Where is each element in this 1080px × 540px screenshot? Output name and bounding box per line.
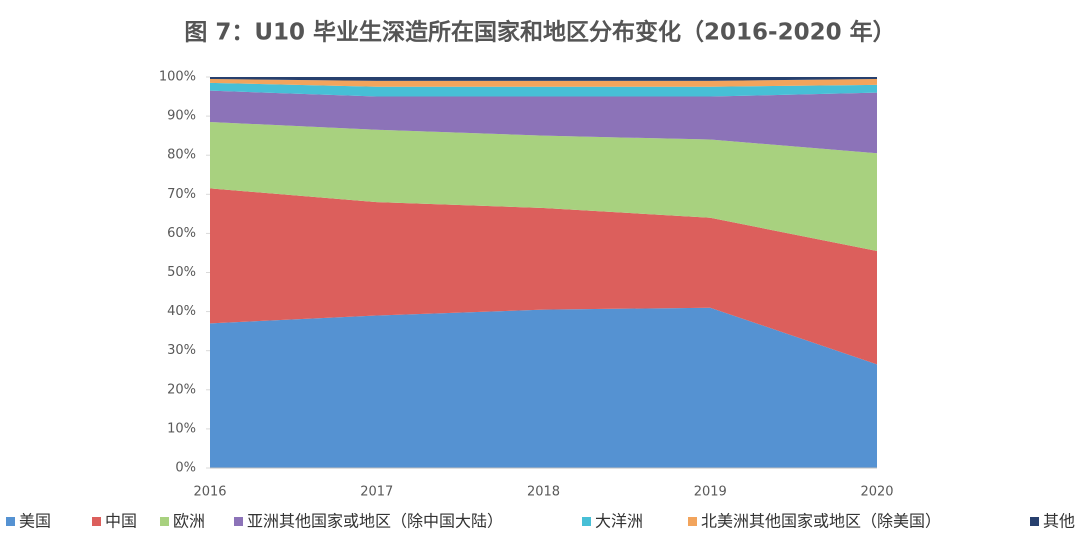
- y-tick-label: 60%: [167, 226, 196, 241]
- legend-label: 亚洲其他国家或地区（除中国大陆）: [247, 512, 503, 531]
- y-tick-label: 90%: [167, 109, 196, 124]
- y-tick-label: 70%: [167, 187, 196, 202]
- legend-label: 其他: [1043, 512, 1075, 531]
- area: [210, 90, 877, 154]
- x-tick-label: 2018: [527, 485, 560, 500]
- y-tick-label: 80%: [167, 148, 196, 163]
- legend-label: 中国: [105, 512, 137, 531]
- legend-swatch: [160, 517, 169, 526]
- y-tick-label: 40%: [167, 304, 196, 319]
- y-tick-label: 0%: [175, 461, 196, 476]
- y-tick-label: 30%: [167, 343, 196, 358]
- x-tick-label: 2020: [860, 485, 893, 500]
- area: [210, 307, 877, 468]
- chart-title: 图 7：U10 毕业生深造所在国家和地区分布变化（2016-2020 年）: [184, 19, 895, 46]
- y-tick-label: 10%: [167, 421, 196, 436]
- legend-label: 北美洲其他国家或地区（除美国）: [701, 512, 941, 531]
- legend-swatch: [6, 517, 15, 526]
- x-tick-label: 2016: [193, 485, 226, 500]
- y-tick-label: 100%: [159, 70, 196, 85]
- area: [210, 188, 877, 365]
- legend-swatch: [688, 517, 697, 526]
- legend-swatch: [92, 517, 101, 526]
- area: [210, 77, 877, 81]
- x-tick-label: 2017: [360, 485, 393, 500]
- legend-label: 大洋洲: [595, 512, 643, 531]
- y-tick-label: 20%: [167, 382, 196, 397]
- legend-label: 美国: [19, 512, 51, 531]
- x-tick-label: 2019: [694, 485, 727, 500]
- area: [210, 121, 877, 251]
- legend-swatch: [1030, 517, 1039, 526]
- area: [210, 82, 877, 97]
- y-tick-label: 50%: [167, 265, 196, 280]
- legend-swatch: [234, 517, 243, 526]
- legend-swatch: [582, 517, 591, 526]
- legend-label: 欧洲: [173, 512, 205, 531]
